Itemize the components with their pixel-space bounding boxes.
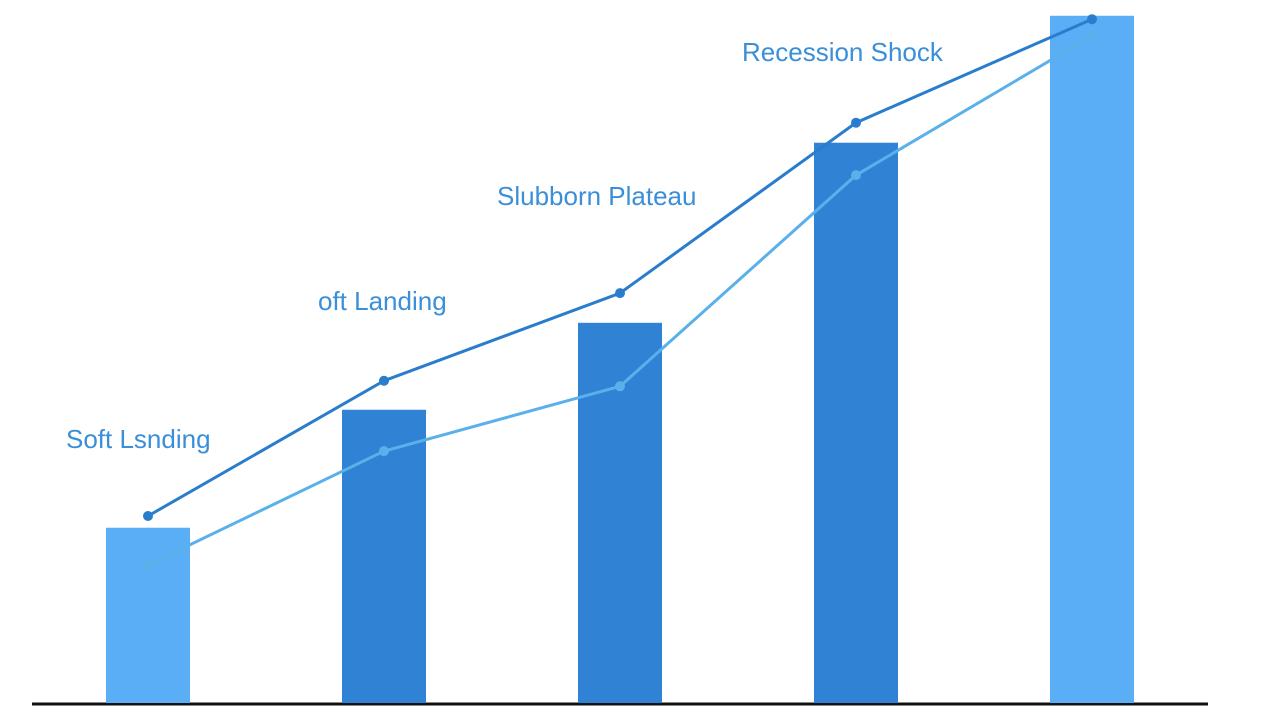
bar [1050,15,1134,703]
point [379,375,389,386]
bar [106,527,190,703]
point [851,117,861,128]
point [1087,30,1097,41]
point [851,170,861,181]
point [1087,14,1097,25]
bar [578,322,662,703]
annotation: Slubborn Plateau [497,181,696,211]
annotation: oft Landing [318,286,447,316]
point [143,511,153,522]
point [379,446,389,457]
bar [814,142,898,704]
bar [342,409,426,703]
annotation: Recession Shock [742,37,944,67]
annotation: Soft Lsnding [66,424,211,454]
point [143,560,153,570]
point [615,381,625,392]
point [615,288,625,299]
